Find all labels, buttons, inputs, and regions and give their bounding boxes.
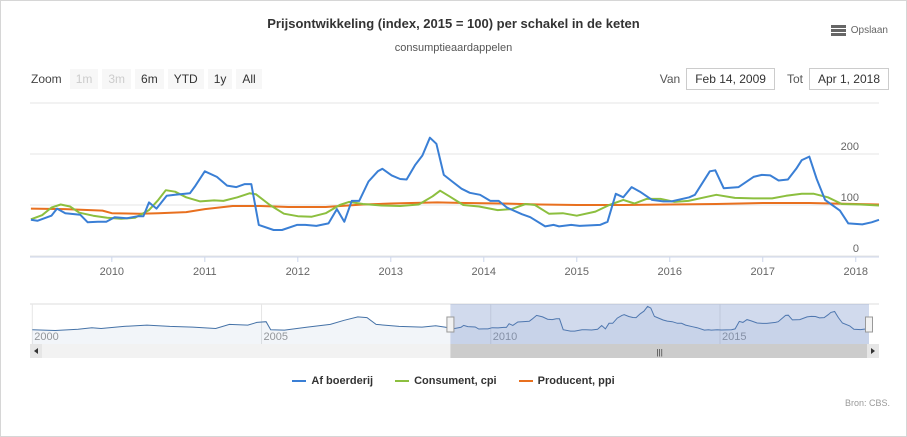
date-range: Van Feb 14, 2009 Tot Apr 1, 2018 [660,68,889,90]
arrow-right-icon [871,348,875,354]
legend-symbol [395,380,410,382]
legend-label: Consument, cpi [414,375,497,387]
source-credit: Bron: CBS. [844,398,890,408]
navigator-tick-label: 2010 [493,331,517,343]
arrow-left-icon [34,348,38,354]
x-tick-label: 2017 [751,266,775,278]
legend-label: Producent, ppi [537,375,615,387]
from-label: Van [659,72,681,86]
chart-subtitle: consumptieaardappelen [394,42,513,54]
legend-label: Af boerderij [311,375,374,387]
navigator-handle[interactable] [446,316,455,333]
navigator-tick-label: 2015 [722,331,746,343]
x-tick-label: 2015 [565,266,589,278]
navigator-tick-label: 2000 [34,331,58,343]
zoom-label: Zoom [31,72,62,86]
zoom-1m-button[interactable]: 1m [69,69,99,89]
from-date-input[interactable]: Feb 14, 2009 [686,68,775,90]
scrollbar-grip-icon: ||| [657,348,663,357]
series-line-af-boerderij [30,136,880,231]
x-tick-label: 2010 [100,266,124,278]
chart-title: Prijsontwikkeling (index, 2015 = 100) pe… [267,16,640,31]
navigator-handle[interactable] [865,316,873,333]
to-label: Tot [786,72,803,86]
legend-item-consument-cpi[interactable]: Consument, cpi [395,375,497,387]
zoom-all-button[interactable]: All [236,69,262,89]
to-date-input[interactable]: Apr 1, 2018 [808,68,889,90]
legend-symbol [518,380,533,382]
legend-item-producent-ppi[interactable]: Producent, ppi [518,375,615,387]
navigator-selection [450,304,869,344]
range-selector: Zoom 1m 3m 6m YTD 1y All [31,69,262,89]
legend-item-af-boerderij[interactable]: Af boerderij [292,375,373,387]
scrollbar-thumb[interactable] [450,344,869,358]
x-tick-label: 2012 [286,266,310,278]
export-button[interactable]: Opslaan [830,25,888,36]
menu-icon [830,25,846,36]
navigator-series [32,305,870,332]
y-tick-label: 0 [853,243,859,255]
zoom-1y-button[interactable]: 1y [207,69,233,89]
y-tick-label: 200 [841,141,859,153]
export-label: Opslaan [850,25,888,36]
x-tick-label: 2018 [844,266,868,278]
zoom-3m-button[interactable]: 3m [102,69,132,89]
x-tick-label: 2016 [658,266,682,278]
navigator-tick-label: 2005 [264,331,288,343]
zoom-6m-button[interactable]: 6m [135,69,164,89]
y-tick-label: 100 [841,192,859,204]
x-tick-label: 2013 [379,266,403,278]
legend: Af boerderij Consument, cpi Producent, p… [1,375,906,387]
x-tick-label: 2014 [472,266,496,278]
zoom-ytd-button[interactable]: YTD [167,69,204,89]
navigator-area [32,306,869,344]
legend-symbol [292,380,307,382]
x-tick-label: 2011 [193,266,217,278]
